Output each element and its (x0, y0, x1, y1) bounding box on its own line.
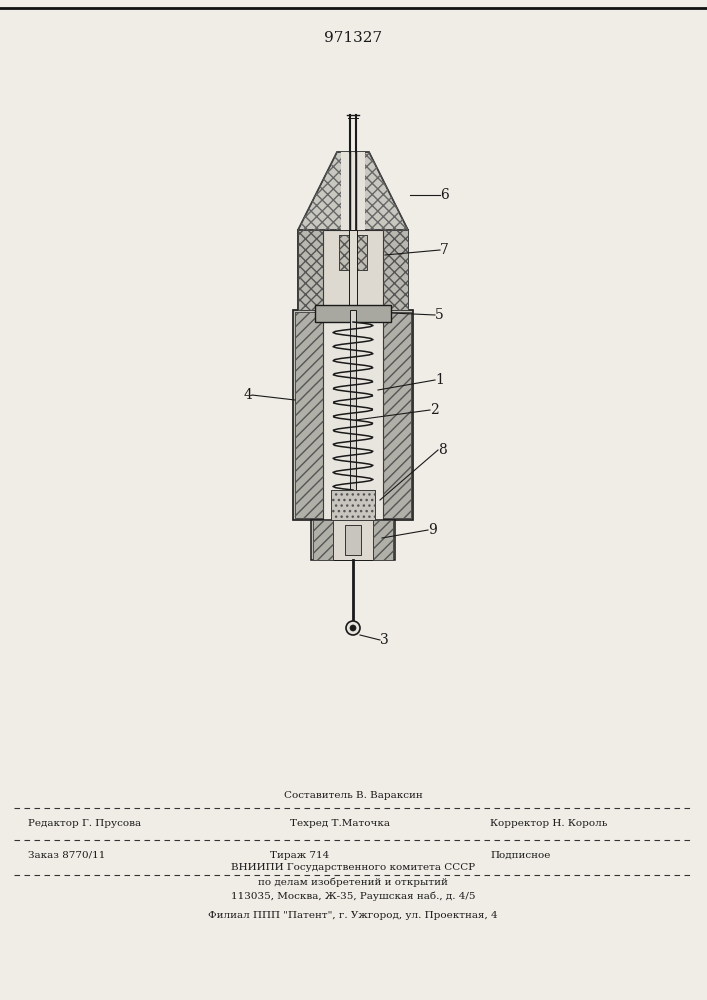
Circle shape (346, 621, 360, 635)
Bar (293, 310, 413, 520)
Circle shape (350, 625, 356, 631)
Text: 3: 3 (380, 633, 389, 647)
Bar (323, 310, 383, 520)
Bar (331, 490, 375, 520)
Bar (298, 230, 323, 310)
Text: ВНИИПИ Государственного комитета СССР: ВНИИПИ Государственного комитета СССР (231, 863, 475, 872)
Bar (373, 520, 393, 560)
Polygon shape (298, 152, 408, 230)
Bar (341, 152, 365, 230)
Bar (383, 312, 411, 518)
Text: Редактор Г. Прусова: Редактор Г. Прусова (28, 820, 141, 828)
Bar (295, 312, 323, 518)
Bar (349, 230, 357, 310)
Bar (383, 230, 408, 310)
Bar (345, 525, 361, 555)
Text: 5: 5 (435, 308, 444, 322)
Text: Корректор Н. Король: Корректор Н. Король (490, 820, 607, 828)
Bar (295, 312, 323, 518)
Text: Техред Т.Маточка: Техред Т.Маточка (290, 820, 390, 828)
Bar (383, 230, 408, 310)
Bar (373, 520, 393, 560)
Bar (331, 490, 375, 520)
Text: 2: 2 (430, 403, 439, 417)
Text: 8: 8 (438, 443, 447, 457)
Text: по делам изобретений и открытий: по делам изобретений и открытий (258, 877, 448, 887)
Bar (383, 312, 411, 518)
Bar (339, 235, 367, 270)
Text: 6: 6 (440, 188, 449, 202)
Text: 971327: 971327 (324, 31, 382, 45)
Text: Составитель В. Вараксин: Составитель В. Вараксин (284, 790, 422, 800)
Text: 7: 7 (440, 243, 449, 257)
Bar (298, 230, 408, 310)
Bar (333, 520, 373, 560)
Bar (315, 305, 391, 322)
Text: 9: 9 (428, 523, 437, 537)
Text: 4: 4 (243, 388, 252, 402)
Bar (298, 230, 323, 310)
Bar (323, 230, 383, 310)
Text: Подписное: Подписное (490, 850, 550, 859)
Bar (313, 520, 333, 560)
Bar (313, 520, 333, 560)
Text: 113035, Москва, Ж-35, Раушская наб., д. 4/5: 113035, Москва, Ж-35, Раушская наб., д. … (230, 891, 475, 901)
Bar (350, 310, 356, 520)
Bar (339, 235, 367, 270)
Bar (311, 520, 395, 560)
Text: Тираж 714: Тираж 714 (270, 850, 329, 859)
Text: Заказ 8770/11: Заказ 8770/11 (28, 850, 105, 859)
Text: Филиал ППП "Патент", г. Ужгород, ул. Проектная, 4: Филиал ППП "Патент", г. Ужгород, ул. Про… (208, 910, 498, 920)
Text: 1: 1 (435, 373, 444, 387)
